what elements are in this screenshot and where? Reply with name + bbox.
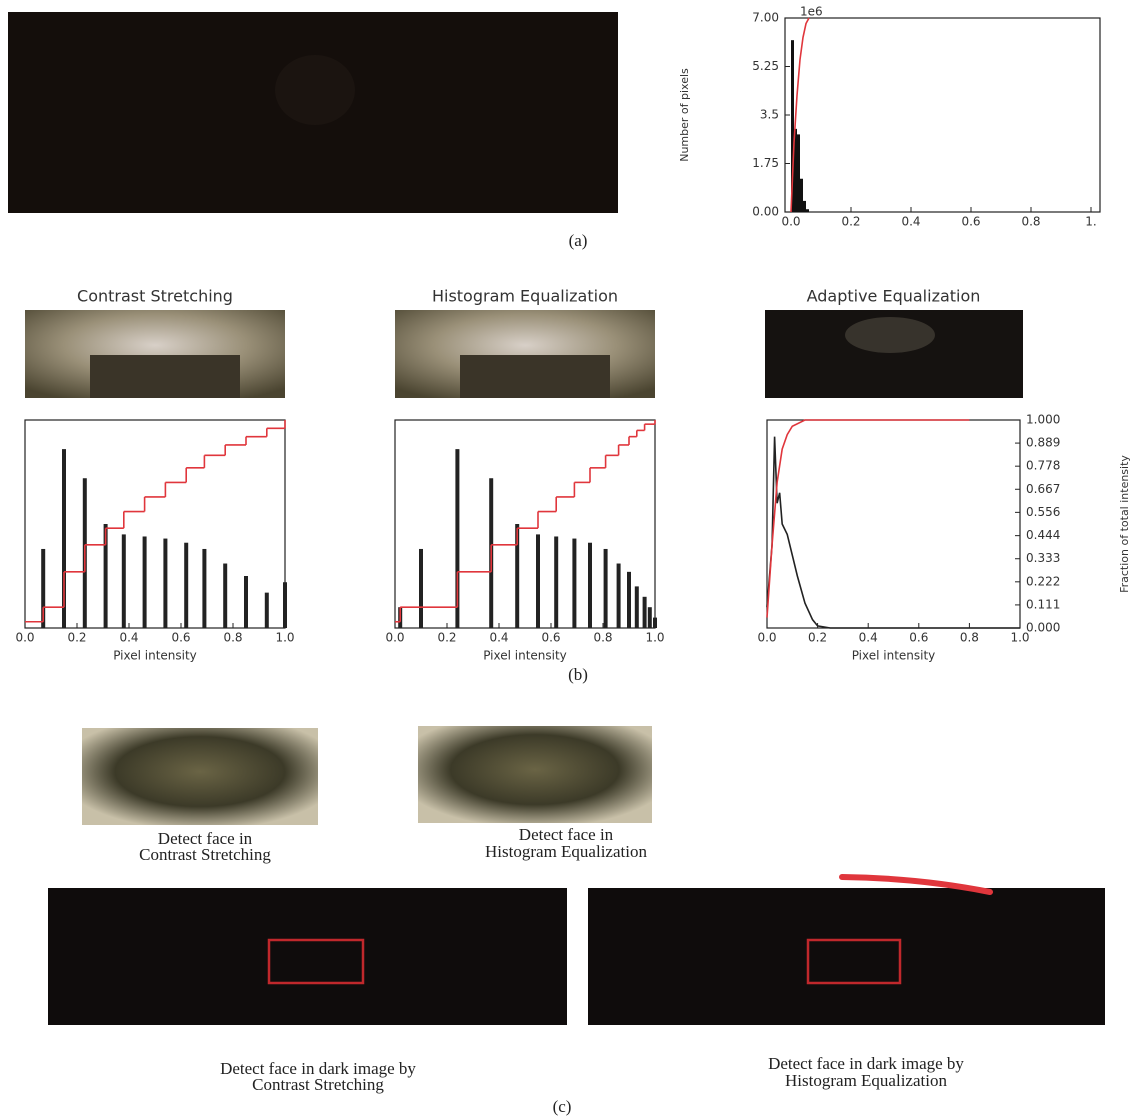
bar [643,597,647,628]
bar [202,549,206,628]
caption: Contrast Stretching [139,845,271,864]
hist-bar [803,201,806,212]
y2-tick-label: 0.778 [1026,459,1060,473]
x-tick-label: 0.2 [437,631,456,645]
x-tick-label: 0.6 [541,631,560,645]
bar [617,564,621,628]
y-tick-label: 5.25 [752,59,779,73]
x-tick-label: 0.8 [1021,215,1040,229]
line [767,437,1020,628]
hist-bar [800,179,803,212]
bar [627,572,631,628]
bar [184,543,188,628]
y2-axis-label: Fraction of total intensity [1118,455,1131,593]
bar [653,618,657,628]
plot-frame [767,420,1020,628]
x-tick-label: 0.2 [67,631,86,645]
x-tick-label: 0.2 [841,215,860,229]
caption: Histogram Equalization [485,842,647,861]
x-tick-label: 0.8 [960,631,979,645]
y2-tick-label: 0.333 [1026,551,1060,565]
x-tick-label: 0.0 [781,215,800,229]
y2-tick-label: 0.556 [1026,505,1060,519]
x-tick-label: 0.8 [223,631,242,645]
x-tick-label: 0.4 [859,631,878,645]
y2-tick-label: 0.889 [1026,436,1060,450]
bar [536,534,540,628]
x-tick-label: 0.6 [171,631,190,645]
x-tick-label: 0.6 [961,215,980,229]
x-tick-label: 0.2 [808,631,827,645]
plot-frame [395,420,655,628]
x-tick-label: 0.6 [909,631,928,645]
dark-photo [48,888,567,1025]
bar [283,582,287,628]
bar [588,543,592,628]
y-axis-label: Number of pixels [678,68,691,162]
x-tick-label: 1.0 [275,631,294,645]
panel-label: (a) [569,231,588,250]
bar [604,549,608,628]
line [767,420,969,618]
y2-tick-label: 0.111 [1026,597,1060,611]
panel-label: (c) [553,1097,572,1116]
hist-bar [806,209,809,212]
bar [244,576,248,628]
x-axis-label: Pixel intensity [483,649,567,663]
x-tick-label: 0.0 [757,631,776,645]
bar [419,549,423,628]
bar [648,607,652,628]
bar [554,536,558,628]
bar [223,564,227,628]
bar [143,536,147,628]
bar [572,539,576,628]
y-tick-label: 1.75 [752,156,779,170]
silhouette [275,55,355,125]
chart-title: Histogram Equalization [432,287,618,306]
x-tick-label: 0.0 [15,631,34,645]
offset-text: 1e6 [800,5,823,19]
chart-title: Contrast Stretching [77,287,233,306]
x-tick-label: 1.0 [645,631,664,645]
y-tick-label: 0.00 [752,205,779,219]
bar [122,534,126,628]
y2-tick-label: 0.667 [1026,482,1060,496]
y2-tick-label: 1.000 [1026,413,1060,427]
y-tick-label: 3.5 [760,108,779,122]
silhouette [90,355,240,398]
y-tick-label: 7.00 [752,11,779,25]
x-tick-label: 1. [1085,215,1096,229]
x-tick-label: 0.8 [593,631,612,645]
x-axis-label: Pixel intensity [113,649,197,663]
caption: Contrast Stretching [252,1075,384,1094]
plot-frame [785,18,1100,212]
x-tick-label: 0.4 [901,215,920,229]
caption: Histogram Equalization [785,1071,947,1090]
x-tick-label: 0.4 [489,631,508,645]
speckle [845,317,935,353]
x-tick-label: 0.4 [119,631,138,645]
page: (a) (b) (c) Detect face in Contrast Stre… [0,0,1134,1120]
x-axis-label: Pixel intensity [852,649,936,663]
panel-label: (b) [568,665,588,684]
y2-tick-label: 0.444 [1026,528,1060,542]
y2-tick-label: 0.222 [1026,574,1060,588]
figure: (a) (b) (c) Detect face in Contrast Stre… [0,0,1134,1120]
silhouette [460,355,610,398]
bar [635,586,639,628]
face-photo [418,726,652,823]
x-tick-label: 0.0 [385,631,404,645]
y2-tick-label: 0.000 [1026,621,1060,635]
bar [163,539,167,628]
chart-title: Adaptive Equalization [807,287,981,306]
dark-photo [588,888,1105,1025]
hist-bar [797,134,800,212]
bar [265,593,269,628]
face-photo [82,728,318,825]
